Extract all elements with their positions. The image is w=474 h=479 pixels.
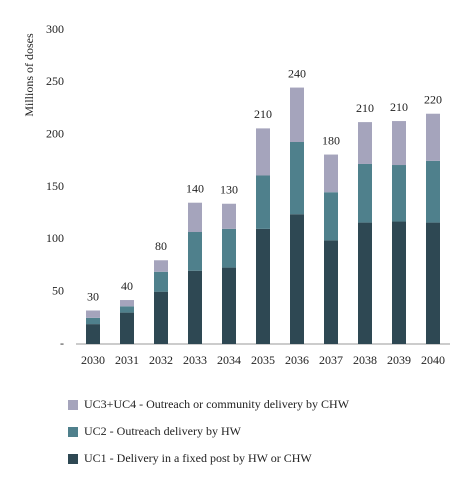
x-tick-label: 2031 [115, 353, 139, 367]
total-label: 210 [254, 107, 272, 121]
bar-segment [324, 192, 338, 241]
bar-segment [256, 228, 270, 344]
total-label: 130 [220, 182, 238, 196]
y-tick-label: 100 [46, 231, 64, 245]
total-label: 180 [322, 133, 340, 147]
x-tick-label: 2033 [183, 353, 207, 367]
bar-segment [86, 324, 100, 344]
legend-swatch [68, 427, 78, 437]
legend-label: UC2 - Outreach delivery by HW [84, 424, 242, 438]
total-label: 220 [424, 92, 442, 106]
x-tick-label: 2036 [285, 353, 309, 367]
x-tick-label: 2035 [251, 353, 275, 367]
total-label: 80 [155, 239, 167, 253]
bar-segment [290, 87, 304, 142]
total-label: 140 [186, 181, 204, 195]
legend-label: UC3+UC4 - Outreach or community delivery… [84, 397, 350, 411]
bar-segment [154, 260, 168, 272]
x-tick-label: 2030 [81, 353, 105, 367]
bar-segment [426, 222, 440, 344]
x-tick-label: 2032 [149, 353, 173, 367]
y-tick-label: 150 [46, 179, 64, 193]
bar-segment [222, 228, 236, 268]
bar-segment [426, 160, 440, 223]
bar-segment [120, 312, 134, 344]
bar-segment [188, 202, 202, 233]
bar-segment [120, 306, 134, 313]
bar-segment [154, 271, 168, 292]
bar-segment [324, 154, 338, 193]
x-tick-label: 2038 [353, 353, 377, 367]
bar-segment [188, 232, 202, 271]
bar-segment [392, 121, 406, 166]
x-tick-label: 2040 [421, 353, 445, 367]
bar-segment [256, 175, 270, 229]
y-axis-label: Millions of doses [22, 33, 36, 117]
bar-segment [120, 300, 134, 307]
total-label: 210 [356, 101, 374, 115]
total-label: 210 [390, 100, 408, 114]
bar-segment [154, 291, 168, 344]
bar-segment [290, 214, 304, 344]
total-label: 30 [87, 289, 99, 303]
x-tick-label: 2037 [319, 353, 343, 367]
y-tick-label: 200 [46, 126, 64, 140]
legend-swatch [68, 400, 78, 410]
legend-swatch [68, 454, 78, 464]
total-label: 40 [121, 279, 133, 293]
bar-segment [358, 122, 372, 164]
bar-segment [358, 163, 372, 223]
bar-segment [392, 221, 406, 344]
total-label: 240 [288, 66, 306, 80]
bar-segment [290, 141, 304, 215]
bar-segment [222, 267, 236, 344]
y-tick-label: 300 [46, 22, 64, 36]
y-tick-label: - [60, 336, 64, 350]
bar-segment [86, 317, 100, 325]
bar-segment [86, 310, 100, 318]
bar-segment [426, 113, 440, 161]
legend-label: UC1 - Delivery in a fixed post by HW or … [84, 451, 312, 465]
bar-segment [358, 222, 372, 344]
bar-segment [324, 240, 338, 344]
bar-segment [222, 203, 236, 229]
y-tick-label: 50 [52, 283, 64, 297]
y-tick-label: 250 [46, 74, 64, 88]
x-tick-label: 2034 [217, 353, 241, 367]
bar-segment [188, 270, 202, 344]
bar-segment [392, 165, 406, 222]
x-tick-label: 2039 [387, 353, 411, 367]
bar-segment [256, 128, 270, 176]
